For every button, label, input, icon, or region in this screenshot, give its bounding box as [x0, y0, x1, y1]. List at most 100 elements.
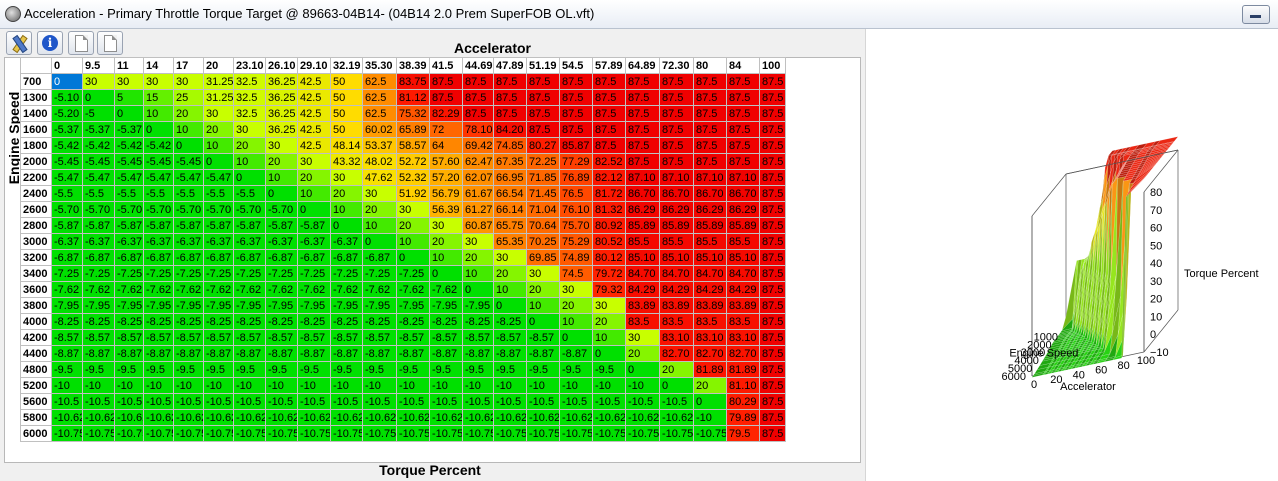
table-cell[interactable]: 85.87	[559, 137, 593, 154]
table-cell[interactable]: 86.70	[726, 185, 760, 202]
column-header[interactable]: 100	[759, 57, 786, 74]
table-cell[interactable]: -10.62	[592, 409, 626, 426]
table-cell[interactable]: 62.5	[362, 105, 397, 122]
table-cell[interactable]: -5.70	[114, 201, 144, 218]
table-cell[interactable]: -10.75	[114, 425, 144, 442]
table-cell[interactable]: 30	[297, 153, 331, 170]
table-cell[interactable]: 87.5	[625, 137, 660, 154]
table-cell[interactable]: 20	[592, 313, 626, 330]
column-header[interactable]: 44.69	[462, 57, 494, 74]
table-cell[interactable]: 0	[82, 89, 115, 106]
table-cell[interactable]: -5.87	[143, 217, 174, 234]
table-cell[interactable]: 62.5	[362, 89, 397, 106]
table-cell[interactable]: 84.29	[726, 281, 760, 298]
table-cell[interactable]: -8.87	[265, 345, 298, 362]
table-cell[interactable]: 20	[330, 185, 363, 202]
table-cell[interactable]: 0	[297, 201, 331, 218]
table-cell[interactable]: -10.75	[526, 425, 560, 442]
table-cell[interactable]: -7.62	[82, 281, 115, 298]
column-header[interactable]: 47.89	[493, 57, 527, 74]
table-cell[interactable]: -10	[625, 377, 660, 394]
table-cell[interactable]: -10.62	[297, 409, 331, 426]
table-cell[interactable]: 83.5	[693, 313, 727, 330]
table-cell[interactable]: -5.45	[114, 153, 144, 170]
table-cell[interactable]: 65.89	[396, 121, 430, 138]
row-header[interactable]: 700	[20, 73, 52, 90]
table-cell[interactable]: 87.5	[759, 329, 786, 346]
table-cell[interactable]: -7.62	[203, 281, 234, 298]
table-cell[interactable]: 87.5	[559, 105, 593, 122]
table-cell[interactable]: 78.10	[462, 121, 494, 138]
table-cell[interactable]: 85.5	[726, 233, 760, 250]
table-cell[interactable]: -9.5	[592, 361, 626, 378]
table-cell[interactable]: -5.5	[143, 185, 174, 202]
table-cell[interactable]: -10.5	[526, 393, 560, 410]
column-header[interactable]: 29.10	[297, 57, 331, 74]
table-cell[interactable]: -10	[203, 377, 234, 394]
table-cell[interactable]: 87.10	[693, 169, 727, 186]
table-cell[interactable]: 20	[493, 265, 527, 282]
table-cell[interactable]: 10	[203, 137, 234, 154]
table-cell[interactable]: -8.57	[265, 329, 298, 346]
table-cell[interactable]: 82.12	[592, 169, 626, 186]
table-cell[interactable]: -10	[362, 377, 397, 394]
table-cell[interactable]: 20	[396, 217, 430, 234]
table-cell[interactable]: 74.89	[559, 249, 593, 266]
table-cell[interactable]: 87.5	[625, 153, 660, 170]
minimize-button[interactable]	[1242, 5, 1270, 24]
table-cell[interactable]: 75.29	[559, 233, 593, 250]
table-cell[interactable]: -10.75	[233, 425, 266, 442]
table-cell[interactable]: -5.70	[233, 201, 266, 218]
table-cell[interactable]: -7.95	[173, 297, 204, 314]
table-cell[interactable]: 83.89	[726, 297, 760, 314]
table-cell[interactable]: 85.5	[693, 233, 727, 250]
table-cell[interactable]: 30	[396, 201, 430, 218]
table-cell[interactable]: -7.25	[297, 265, 331, 282]
table-cell[interactable]: -6.37	[297, 233, 331, 250]
row-header[interactable]: 5200	[20, 377, 52, 394]
table-cell[interactable]: 83.89	[625, 297, 660, 314]
table-cell[interactable]: 20	[693, 377, 727, 394]
column-header[interactable]: 9.5	[82, 57, 115, 74]
table-cell[interactable]: -5.70	[143, 201, 174, 218]
table-cell[interactable]: 80.52	[592, 233, 626, 250]
table-cell[interactable]: -8.25	[493, 313, 527, 330]
table-cell[interactable]: -7.62	[297, 281, 331, 298]
table-cell[interactable]: -10.5	[173, 393, 204, 410]
row-header[interactable]: 2600	[20, 201, 52, 218]
table-cell[interactable]: 87.5	[659, 153, 694, 170]
column-header[interactable]: 54.5	[559, 57, 593, 74]
row-header[interactable]: 2400	[20, 185, 52, 202]
table-cell[interactable]: 69.42	[462, 137, 494, 154]
table-cell[interactable]: -6.87	[265, 249, 298, 266]
table-cell[interactable]: 0	[173, 137, 204, 154]
table-cell[interactable]: 48.14	[330, 137, 363, 154]
table-cell[interactable]: 81.12	[396, 89, 430, 106]
table-cell[interactable]: -6.37	[265, 233, 298, 250]
table-cell[interactable]: -10.75	[493, 425, 527, 442]
table-cell[interactable]: 87.5	[526, 89, 560, 106]
table-cell[interactable]: -5	[82, 105, 115, 122]
table-cell[interactable]: -6.87	[82, 249, 115, 266]
table-cell[interactable]: -5.47	[173, 169, 204, 186]
table-cell[interactable]: -5.5	[233, 185, 266, 202]
table-cell[interactable]: 79.89	[726, 409, 760, 426]
table-cell[interactable]: 5	[114, 89, 144, 106]
table-cell[interactable]: -8.87	[429, 345, 463, 362]
table-cell[interactable]: -7.95	[203, 297, 234, 314]
table-cell[interactable]: -10	[173, 377, 204, 394]
row-header[interactable]: 1300	[20, 89, 52, 106]
table-cell[interactable]: -8.87	[82, 345, 115, 362]
table-cell[interactable]: 10	[592, 329, 626, 346]
table-cell[interactable]: -7.25	[330, 265, 363, 282]
table-cell[interactable]: 15	[143, 89, 174, 106]
table-cell[interactable]: -5.70	[173, 201, 204, 218]
table-cell[interactable]: 51.92	[396, 185, 430, 202]
table-cell[interactable]: 87.5	[493, 73, 527, 90]
table-cell[interactable]: -5.70	[265, 201, 298, 218]
table-cell[interactable]: 36.25	[265, 89, 298, 106]
column-header[interactable]: 23.10	[233, 57, 266, 74]
document-button[interactable]	[97, 31, 123, 55]
table-cell[interactable]: -10.62	[114, 409, 144, 426]
table-cell[interactable]: 20	[526, 281, 560, 298]
